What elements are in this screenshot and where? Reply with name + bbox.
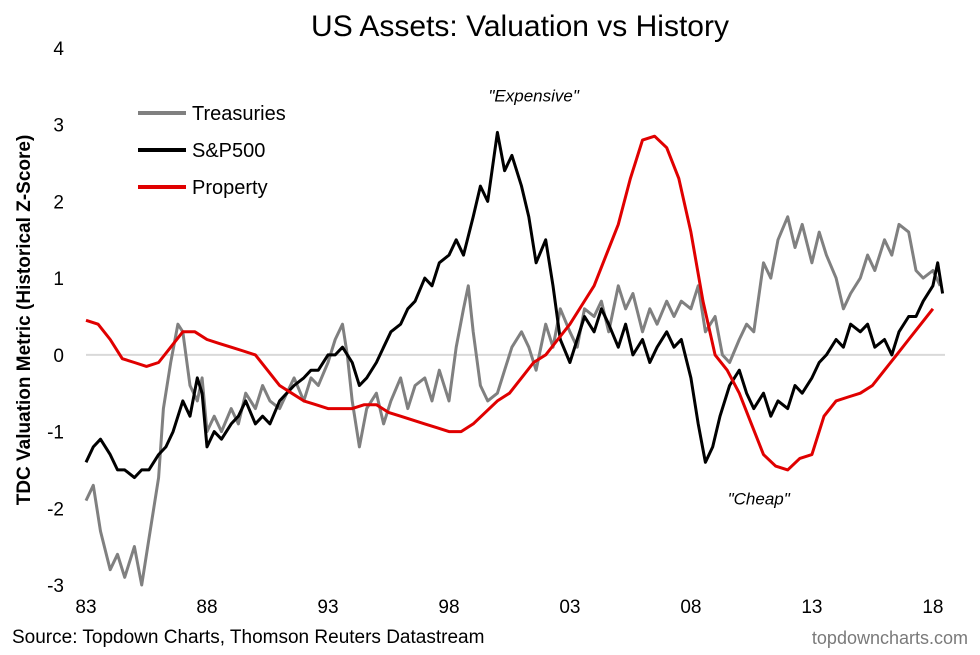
x-tick-label: 93: [317, 597, 338, 618]
legend: Treasuries S&P500 Property: [138, 103, 286, 199]
annotation-label: "Cheap": [728, 489, 791, 508]
annotation-label: "Expensive": [488, 87, 579, 106]
series-lines: [84, 130, 945, 587]
x-tick-label: 88: [196, 597, 217, 618]
y-tick-label: 2: [53, 192, 64, 213]
x-tick-label: 18: [922, 597, 943, 618]
y-tick-label: -1: [47, 423, 64, 444]
y-tick-label: -2: [47, 499, 64, 520]
legend-label: S&P500: [192, 140, 265, 162]
y-tick-label: -3: [47, 576, 64, 597]
brand-watermark: topdowncharts.com: [811, 628, 968, 648]
x-tick-label: 83: [75, 597, 96, 618]
y-axis: 4 3 2 1 0 -1 -2 -3: [47, 39, 64, 597]
annotations: "Expensive" "Cheap": [488, 87, 790, 509]
y-tick-label: 3: [53, 116, 64, 137]
y-tick-label: 0: [53, 346, 64, 367]
x-tick-label: 03: [559, 597, 580, 618]
legend-label: Treasuries: [192, 103, 286, 125]
y-tick-label: 4: [53, 39, 64, 60]
y-tick-label: 1: [53, 269, 64, 290]
x-tick-label: 98: [438, 597, 459, 618]
source-note: Source: Topdown Charts, Thomson Reuters …: [12, 627, 485, 648]
series-line-property: [85, 134, 935, 472]
legend-label: Property: [192, 177, 268, 199]
x-tick-label: 13: [801, 597, 822, 618]
series-line-sp500: [84, 130, 945, 480]
y-axis-label: TDC Valuation Metric (Historical Z-Score…: [14, 135, 35, 506]
x-axis: 83 88 93 98 03 08 13 18: [75, 597, 943, 618]
series-line-treasuries: [84, 215, 942, 587]
x-tick-label: 08: [680, 597, 701, 618]
chart-title: US Assets: Valuation vs History: [311, 10, 729, 43]
